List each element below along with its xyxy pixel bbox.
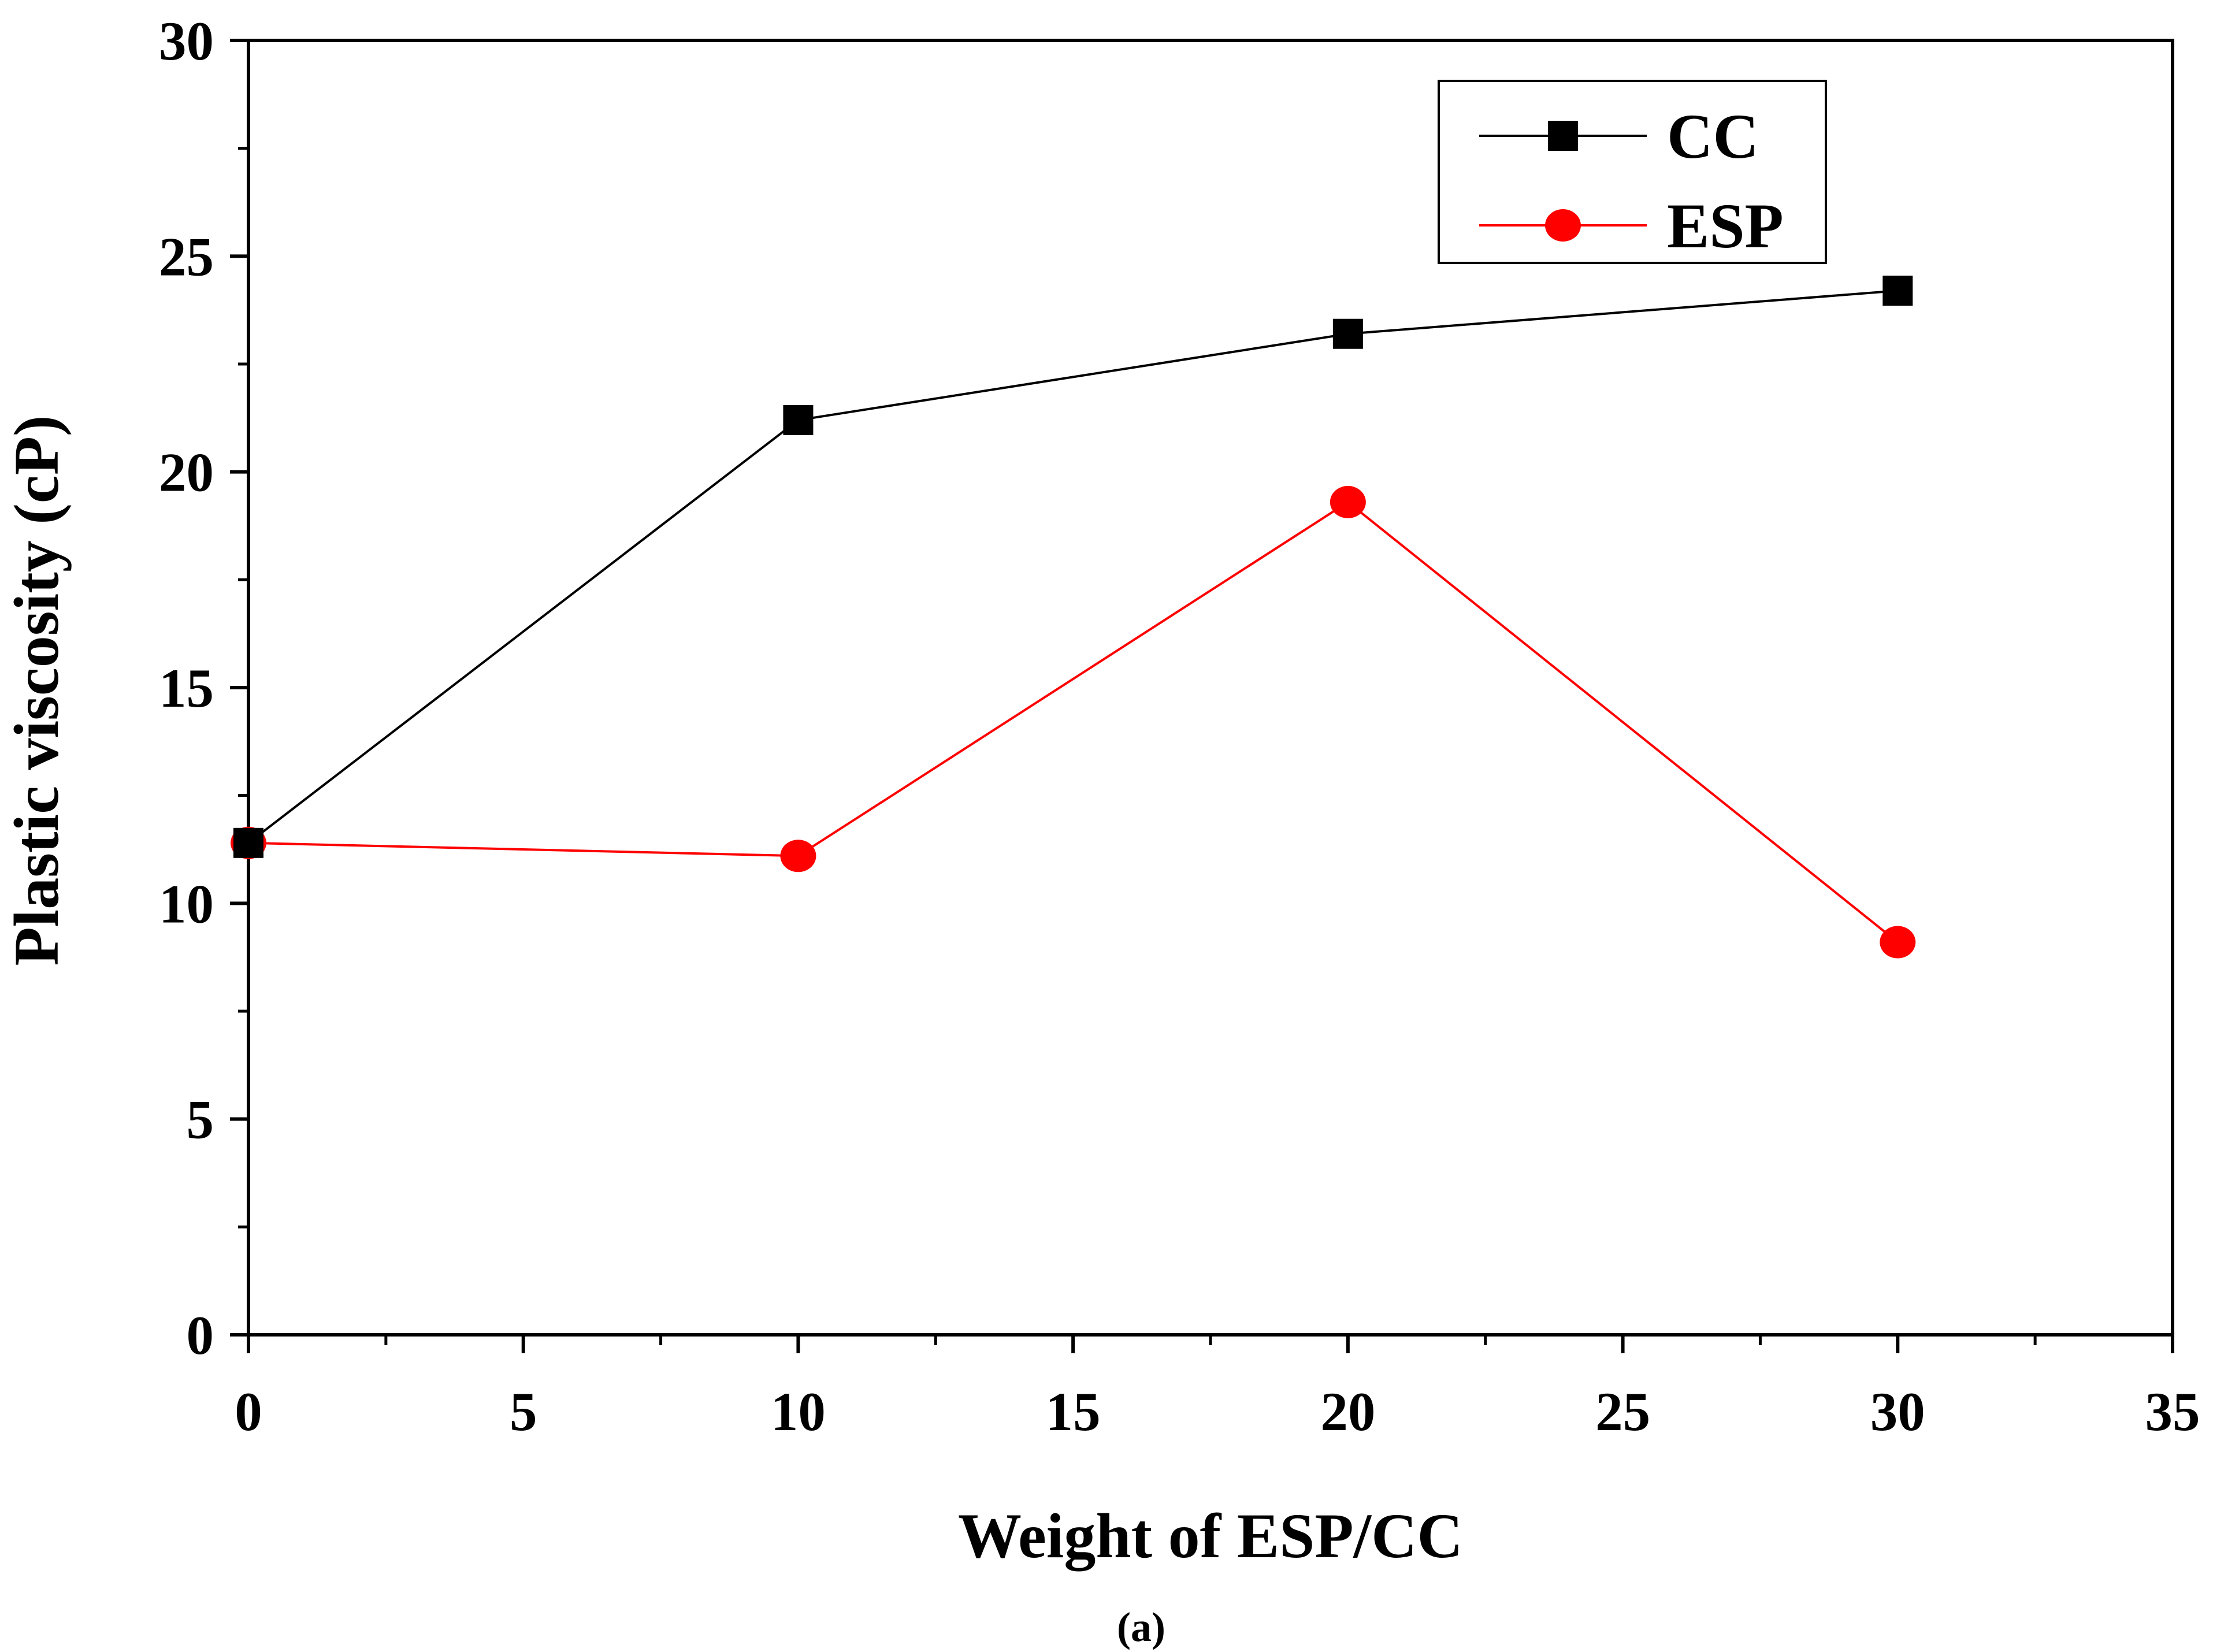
legend-label-cc: CC [1667,101,1759,172]
series-layer [231,276,1916,959]
legend-marker-esp [1545,209,1581,242]
x-tick-label: 15 [1046,1381,1101,1442]
series-cc [233,276,1913,858]
y-tick-label: 15 [159,658,214,719]
y-tick-label: 5 [187,1089,214,1150]
series-line-cc [247,289,1898,844]
x-axis-ticks: 0 5 10 15 20 25 30 35 [235,1335,2200,1442]
y-tick-label: 10 [159,873,214,934]
data-point-esp [1330,485,1366,518]
plot-frame [247,39,2174,1337]
x-tick-label: 30 [1870,1381,1925,1442]
y-tick-label: 20 [159,442,214,503]
x-axis-title: Weight of ESP/CC [958,1501,1463,1571]
data-point-cc [1332,318,1363,349]
x-tick-label: 20 [1320,1381,1375,1442]
x-tick-label: 0 [235,1381,262,1442]
data-point-cc [233,827,263,858]
legend-marker-cc [1548,121,1578,151]
x-tick-label: 35 [2145,1381,2200,1442]
y-tick-label: 25 [159,226,214,287]
x-tick-label: 5 [510,1381,537,1442]
legend-label-esp: ESP [1667,191,1784,261]
series-line-esp [248,500,1899,944]
y-axis-ticks: 0 5 10 15 20 25 30 [159,10,248,1366]
legend: CC ESP [1438,80,1827,264]
y-tick-label: 0 [187,1305,214,1366]
data-point-cc [783,405,814,436]
legend-box [1438,80,1827,264]
x-tick-label: 10 [771,1381,826,1442]
data-point-cc [1882,276,1913,306]
data-point-esp [780,840,816,873]
figure-caption: (a) [1117,1604,1165,1650]
y-axis-title: Plastic viscosity (cP) [1,415,72,966]
data-point-esp [1880,926,1916,959]
y-tick-label: 30 [159,10,214,72]
series-esp [231,485,1916,959]
x-tick-label: 25 [1595,1381,1650,1442]
